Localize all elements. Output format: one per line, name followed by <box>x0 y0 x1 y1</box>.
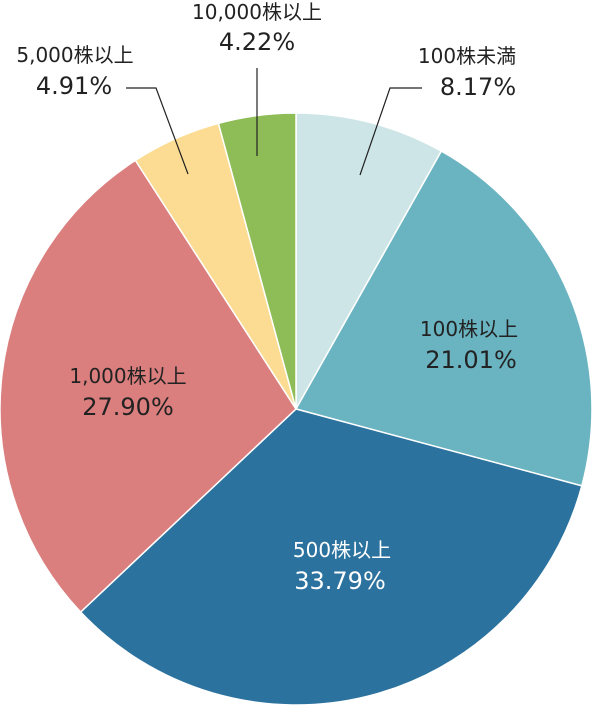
slice-value-5000: 4.91% <box>36 72 112 100</box>
slice-label-500: 500株以上 <box>293 538 391 562</box>
leader-5000 <box>126 87 189 175</box>
slice-label-100: 100株以上 <box>420 317 518 341</box>
slice-label-10000: 10,000株以上 <box>192 0 322 24</box>
label-1000: 1,000株以上 27.90% <box>69 364 186 421</box>
slice-lt100 <box>295 112 443 412</box>
label-10000: 10,000株以上 4.22% <box>192 0 322 56</box>
leader-lines <box>126 68 422 176</box>
leader-lt100 <box>359 87 422 176</box>
slice-value-1000: 27.90% <box>82 393 174 421</box>
slice-500 <box>79 408 583 705</box>
slice-label-5000: 5,000株以上 <box>16 43 133 67</box>
label-lt100: 100株未満 8.17% <box>418 44 516 101</box>
slice-value-10000: 4.22% <box>219 28 295 56</box>
slice-1000 <box>0 159 297 614</box>
pie-slices <box>0 112 592 705</box>
slice-value-100: 21.01% <box>425 346 517 374</box>
slice-label-1000: 1,000株以上 <box>69 364 186 388</box>
slice-value-500: 33.79% <box>294 567 386 595</box>
label-5000: 5,000株以上 4.91% <box>16 43 133 100</box>
label-100: 100株以上 21.01% <box>420 317 518 374</box>
label-500: 500株以上 33.79% <box>293 538 391 595</box>
slice-value-lt100: 8.17% <box>440 73 516 101</box>
slice-label-lt100: 100株未満 <box>418 44 516 68</box>
slice-100 <box>294 150 592 487</box>
